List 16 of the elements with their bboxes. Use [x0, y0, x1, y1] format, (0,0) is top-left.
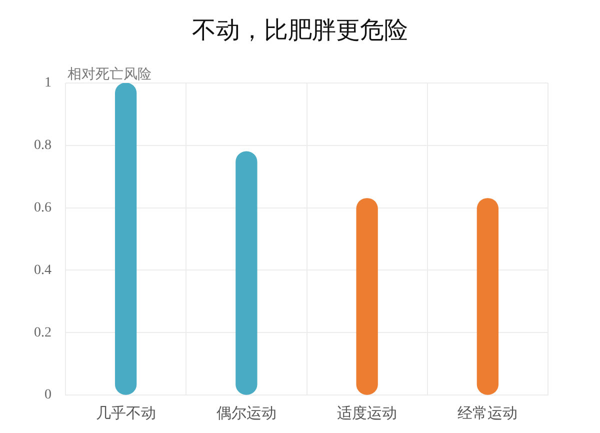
- y-tick-label: 0.6: [34, 200, 52, 216]
- x-tick-label: 偶尔运动: [216, 404, 276, 422]
- y-axis-title: 相对死亡风险: [68, 66, 152, 83]
- bar: [356, 198, 378, 395]
- y-tick-label: 0.2: [34, 325, 52, 340]
- y-tick-label: 1: [44, 76, 52, 91]
- chart-title: 不动，比肥胖更危险: [191, 15, 409, 46]
- x-tick-label: 适度运动: [337, 404, 398, 422]
- y-tick-label: 0.4: [34, 262, 52, 278]
- bar: [236, 151, 258, 395]
- bar: [476, 198, 499, 395]
- bar: [114, 83, 137, 395]
- y-tick-label: 0: [44, 388, 52, 403]
- x-tick-label: 经常运动: [458, 404, 518, 422]
- x-tick-label: 几乎不动: [96, 404, 156, 422]
- y-tick-label: 0.8: [34, 138, 52, 154]
